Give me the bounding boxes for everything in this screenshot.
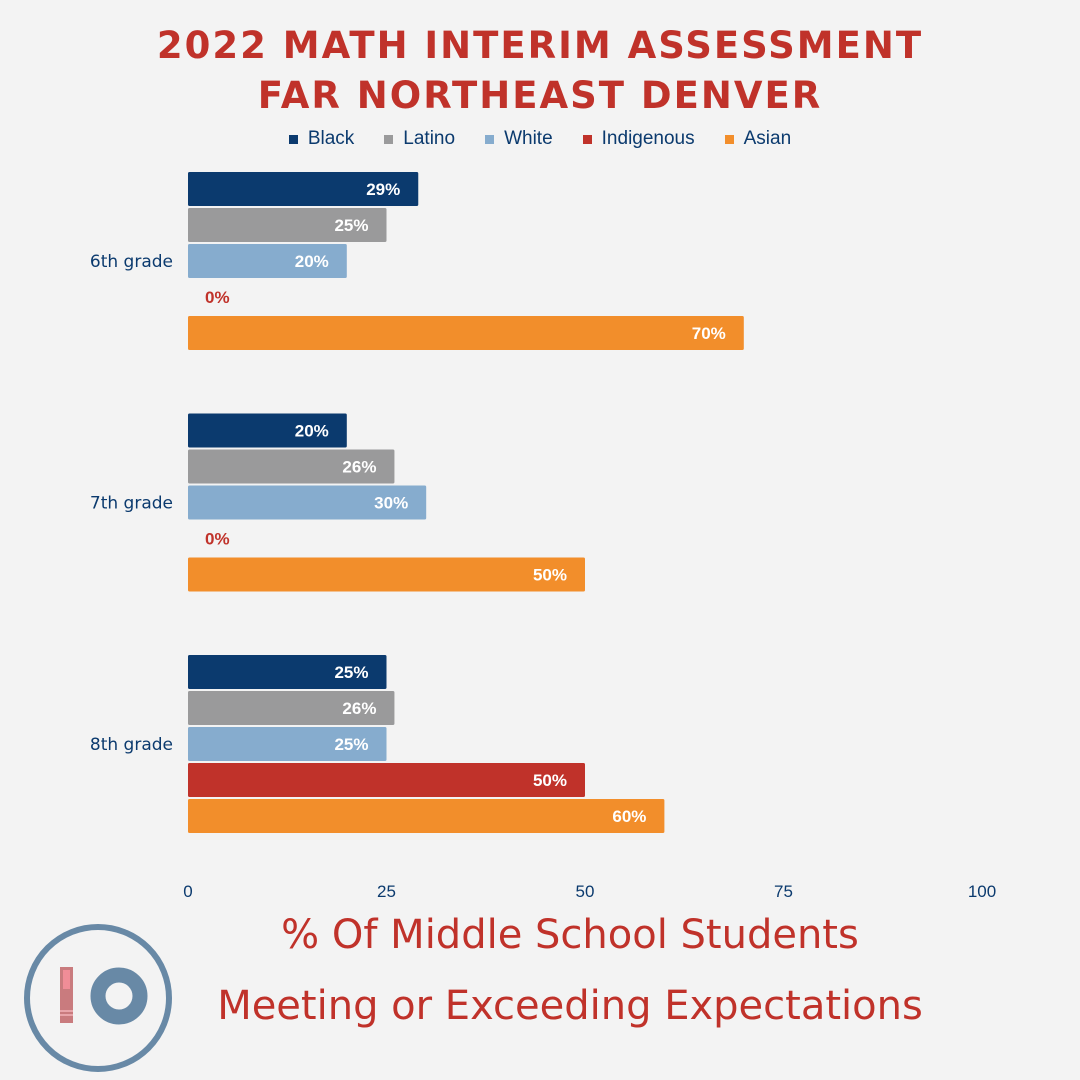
- logo-i-stripe: [60, 1010, 73, 1012]
- bar-value-label: 50%: [533, 771, 567, 790]
- bar-white-8th-grade: [188, 727, 387, 761]
- bar-value-label: 50%: [533, 566, 567, 585]
- bar-value-label: 25%: [334, 663, 368, 682]
- bar-value-label: 70%: [692, 324, 726, 343]
- y-axis-category-label: 6th grade: [90, 252, 173, 272]
- bar-asian-6th-grade: [188, 316, 744, 350]
- legend-item-black: Black: [288, 128, 355, 150]
- bar-latino-7th-grade: [188, 449, 395, 484]
- legend-swatch: [485, 134, 495, 144]
- legend-swatch: [384, 134, 394, 144]
- logo-ring: [24, 924, 172, 1072]
- bar-indigenous-8th-grade: [188, 763, 585, 797]
- x-axis-tick-label: 50: [576, 882, 595, 901]
- x-axis-title-line-1: % Of Middle School Students: [281, 912, 859, 958]
- legend-swatch: [582, 134, 592, 144]
- bar-value-label: 26%: [342, 699, 376, 718]
- bar-white-7th-grade: [188, 485, 427, 520]
- bar-white-6th-grade: [188, 244, 347, 278]
- x-axis-tick-label: 100: [968, 882, 996, 901]
- bar-asian-7th-grade: [188, 557, 585, 592]
- legend-swatch: [724, 134, 734, 144]
- bar-latino-8th-grade: [188, 691, 395, 725]
- logo-o: [90, 967, 148, 1025]
- bar-value-label: 29%: [366, 180, 400, 199]
- bar-black-6th-grade: [188, 172, 419, 206]
- x-axis-tick-label: 25: [377, 882, 396, 901]
- bar-chart: 6th grade 29% 25% 20% 0% 70% 7th grade 20% 26% 30…: [90, 172, 996, 901]
- chart-legend: Black Latino White Indigenous Asian: [0, 128, 1080, 150]
- bar-value-label: 60%: [612, 807, 646, 826]
- bar-latino-6th-grade: [188, 208, 387, 242]
- bar-value-label: 30%: [374, 494, 408, 513]
- bar-black-7th-grade: [188, 413, 347, 448]
- legend-item-latino: Latino: [384, 128, 455, 150]
- logo-i-highlight: [63, 970, 70, 989]
- bar-value-label: 25%: [334, 735, 368, 754]
- bar-value-label: 20%: [295, 422, 329, 441]
- legend-item-asian: Asian: [724, 128, 792, 150]
- legend-label: Indigenous: [601, 128, 695, 149]
- x-axis-tick-label: 0: [183, 882, 192, 901]
- bar-value-label: 0%: [205, 530, 230, 549]
- chart-title-line-1: 2022 MATH INTERIM ASSESSMENT: [156, 24, 924, 67]
- legend-item-white: White: [485, 128, 553, 150]
- legend-label: Latino: [403, 128, 456, 149]
- bar-value-label: 20%: [295, 252, 329, 271]
- bar-black-8th-grade: [188, 655, 387, 689]
- io-logo-icon: [24, 924, 172, 1072]
- legend-label: Asian: [743, 128, 792, 149]
- logo-i-stripe: [60, 1014, 73, 1016]
- legend-item-indigenous: Indigenous: [582, 128, 695, 150]
- x-axis-title-line-2: Meeting or Exceeding Expectations: [217, 983, 923, 1029]
- bar-value-label: 0%: [205, 288, 230, 307]
- chart-title-line-2: FAR NORTHEAST DENVER: [257, 74, 823, 117]
- legend-label: White: [504, 128, 553, 149]
- legend-swatch: [288, 134, 298, 144]
- bar-asian-8th-grade: [188, 799, 665, 833]
- bar-value-label: 25%: [334, 216, 368, 235]
- y-axis-category-label: 8th grade: [90, 735, 173, 755]
- bar-value-label: 26%: [342, 458, 376, 477]
- legend-label: Black: [307, 128, 355, 149]
- x-axis-tick-label: 75: [774, 882, 793, 901]
- y-axis-category-label: 7th grade: [90, 494, 173, 514]
